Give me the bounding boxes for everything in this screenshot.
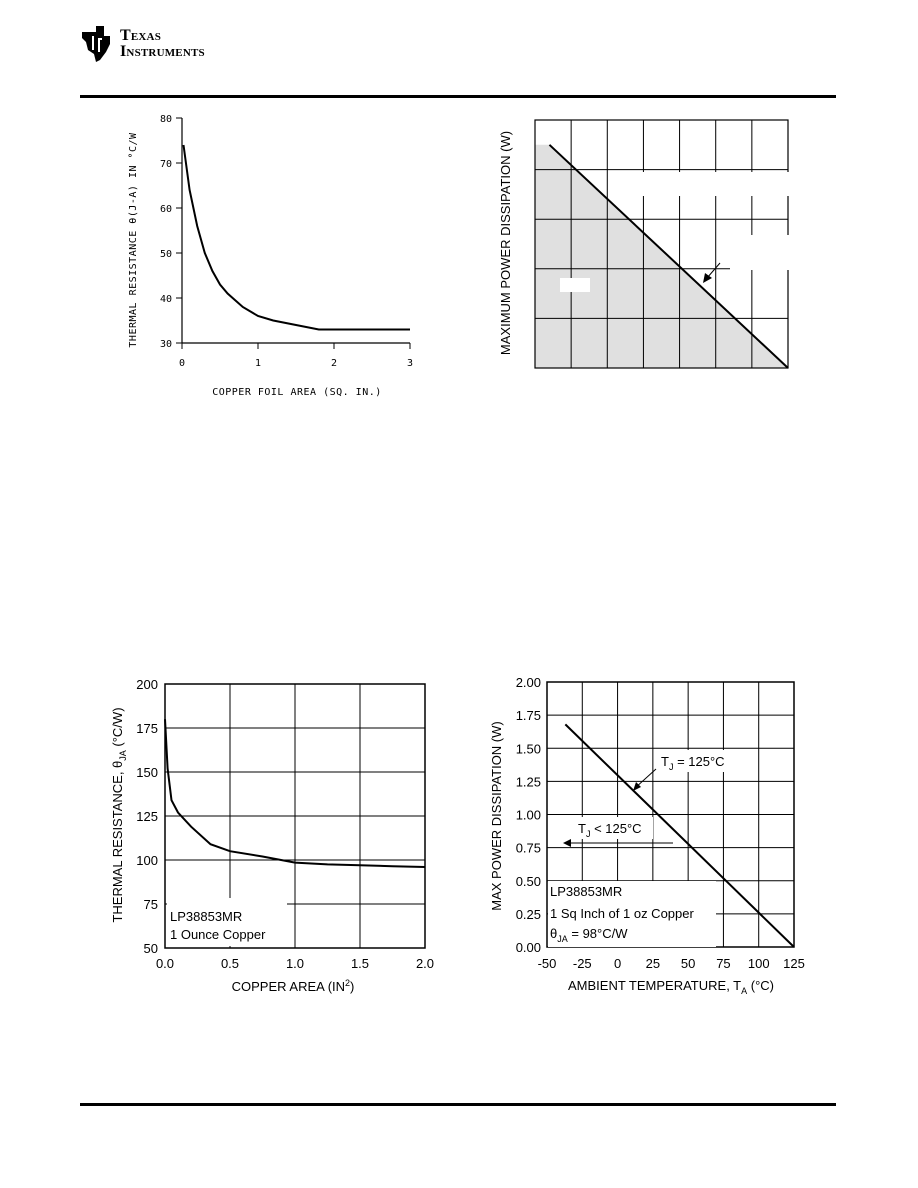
chart3-annotation-device: LP38853MR (170, 909, 242, 924)
chart4-annotation-theta: θJA = 98°C/W (550, 926, 628, 944)
chart1-series-line (182, 144, 410, 331)
logo-line-2: Instruments (120, 43, 205, 60)
chart3-x-tick-label: 1.0 (286, 956, 304, 971)
chart4-series-line (564, 723, 795, 948)
chart4-annotation-copper: 1 Sq Inch of 1 oz Copper (550, 906, 694, 921)
chart4-annotation-bg-device (548, 881, 716, 947)
chart3-y-tick-label: 150 (136, 765, 158, 780)
chart1-ylabel: THERMAL RESISTANCE θ(J-A) IN °C/W (128, 132, 139, 348)
chart3-y-tick-label: 100 (136, 853, 158, 868)
chart4-annotation-device: LP38853MR (550, 884, 622, 899)
chart1-y-tick-label: 40 (160, 294, 172, 305)
chart4-annotation-bg-tjlt (573, 817, 653, 839)
chart4-y-tick-label: 0.75 (516, 841, 541, 856)
chart3-x-tick-label: 2.0 (416, 956, 434, 971)
chart4-y-tick-label: 0.00 (516, 940, 541, 955)
ti-logo-icon (82, 26, 110, 62)
chart3-x-tick-label: 1.5 (351, 956, 369, 971)
chart4-x-tick-label: -25 (573, 956, 592, 971)
chart4-x-tick-label: 0 (614, 956, 621, 971)
header-rule (80, 95, 836, 98)
chart4-y-tick-label: 1.75 (516, 708, 541, 723)
chart4-x-tick-label: 125 (783, 956, 805, 971)
chart3-annotation-bg (167, 898, 287, 946)
chart4-x-tick-label: 50 (681, 956, 695, 971)
chart2-mask-annotation-2 (730, 235, 790, 270)
chart3-x-tick-label: 0.5 (221, 956, 239, 971)
chart4-ylabel: MAX POWER DISSIPATION (W) (489, 721, 504, 910)
chart3-xlabel: COPPER AREA (IN2) (232, 978, 355, 994)
ti-wordmark: Texas Instruments (120, 28, 205, 60)
chart4-annotation-tj-lt: TJ < 125°C (578, 821, 642, 839)
chart-thermal-resistance-copper: THERMAL RESISTANCE, θJA (°C/W) COPPER AR… (110, 677, 434, 994)
chart1-y-tick-label: 50 (160, 249, 172, 260)
chart1-x-tick-label: 2 (331, 358, 337, 369)
chart1-y-tick-label: 70 (160, 159, 172, 170)
chart3-y-tick-label: 75 (144, 897, 158, 912)
chart3-annotation-copper: 1 Ounce Copper (170, 927, 266, 942)
chart4-y-tick-label: 0.25 (516, 907, 541, 922)
chart4-x-tick-label: 75 (716, 956, 730, 971)
chart1-y-tick-label: 30 (160, 339, 172, 350)
chart1-x-tick-label: 3 (407, 358, 413, 369)
chart3-frame (164, 683, 426, 949)
chart2-mask-annotation-3 (560, 278, 590, 292)
chart-max-power-dissipation-top: MAXIMUM POWER DISSIPATION (W) (498, 119, 790, 369)
footer-rule (80, 1103, 836, 1106)
chart4-y-tick-label: 1.50 (516, 741, 541, 756)
chart3-ylabel: THERMAL RESISTANCE, θJA (°C/W) (110, 707, 128, 922)
chart-max-power-vs-ambient: MAX POWER DISSIPATION (W) AMBIENT TEMPER… (489, 675, 805, 996)
chart1-x-tick-label: 0 (179, 358, 185, 369)
chart3-series-line (164, 719, 426, 868)
chart1-x-tick-label: 1 (255, 358, 261, 369)
chart4-x-tick-label: 100 (748, 956, 770, 971)
chart3-x-tick-label: 0.0 (156, 956, 174, 971)
chart4-y-tick-label: 2.00 (516, 675, 541, 690)
chart4-arrowhead-tj-lt (563, 839, 571, 847)
chart3-y-tick-label: 200 (136, 677, 158, 692)
chart4-x-tick-label: -50 (538, 956, 557, 971)
chart1-y-tick-label: 60 (160, 204, 172, 215)
chart3-y-tick-label: 175 (136, 721, 158, 736)
logo-line-1: Texas (120, 27, 162, 44)
chart2-shaded-region (535, 144, 788, 368)
chart2-ylabel: MAXIMUM POWER DISSIPATION (W) (498, 131, 513, 355)
chart2-arrowhead (703, 273, 712, 283)
chart4-x-tick-label: 25 (646, 956, 660, 971)
chart4-xlabel: AMBIENT TEMPERATURE, TA (°C) (568, 978, 774, 996)
chart3-y-tick-label: 50 (144, 941, 158, 956)
chart2-arrow (706, 262, 721, 279)
chart4-y-tick-label: 0.50 (516, 874, 541, 889)
chart3-y-tick-label: 125 (136, 809, 158, 824)
chart4-y-tick-label: 1.00 (516, 808, 541, 823)
chart2-derating-line (548, 144, 789, 369)
chart4-annotation-tj-eq: TJ = 125°C (661, 754, 725, 772)
chart-thermal-resistance-foil: THERMAL RESISTANCE θ(J-A) IN °C/W COPPER… (128, 114, 413, 398)
chart4-annotation-bg-tj (655, 750, 737, 772)
chart4-y-tick-label: 1.25 (516, 774, 541, 789)
chart1-y-tick-label: 80 (160, 114, 172, 125)
chart2-mask-annotation-1 (630, 172, 790, 196)
chart1-xlabel: COPPER FOIL AREA (SQ. IN.) (212, 387, 382, 398)
chart4-arrowhead-tj-eq (633, 782, 641, 791)
